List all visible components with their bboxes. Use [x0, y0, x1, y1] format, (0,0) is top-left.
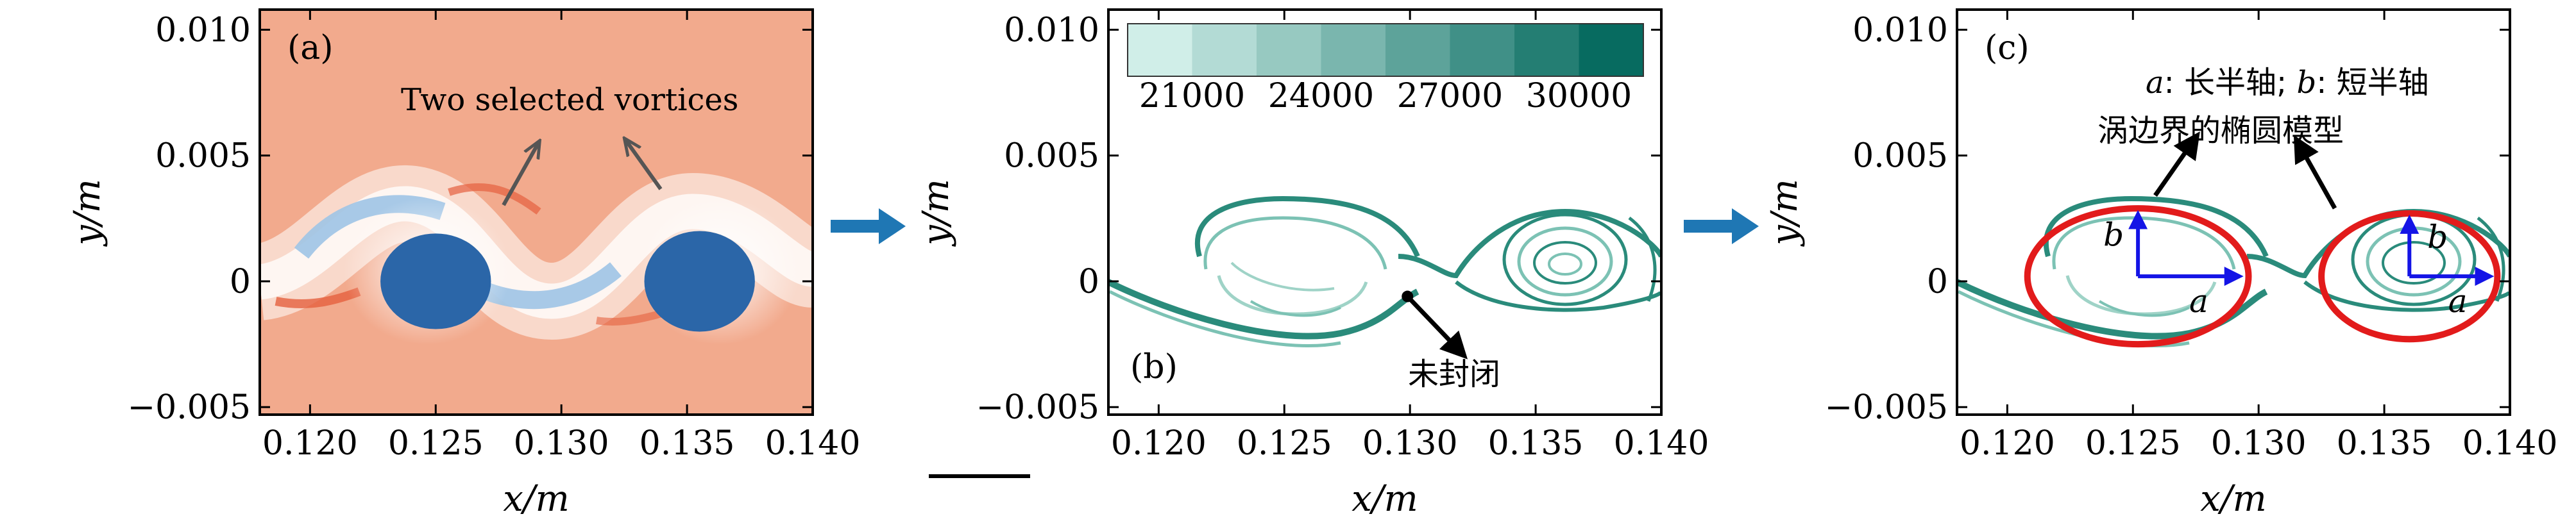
panel-c-label: (c)	[1985, 29, 2029, 67]
semi-major-axis-label: a	[2448, 283, 2468, 320]
legend-b-symbol: b	[2297, 65, 2317, 101]
x-tick-label: 0.125	[1237, 424, 1332, 463]
panel-b: 0.120 0.125 0.130 0.135 0.140 0.010 0.005 0 −0.0…	[915, 8, 1709, 520]
panel-a-field	[260, 10, 813, 415]
panel-b-frame	[1107, 8, 1663, 416]
x-tick-label: 0.135	[1488, 424, 1584, 463]
panel-c-legend: a: 长半轴; b: 短半轴	[2146, 65, 2429, 101]
annotation-arrow-right	[625, 140, 663, 190]
flow-arrow-a-to-b	[831, 208, 906, 244]
panel-b-annotation-marker	[1402, 290, 1468, 360]
y-tick-label: 0	[1927, 263, 1948, 301]
colorbar-segment	[1450, 24, 1515, 76]
colorbar-segment	[1514, 24, 1579, 76]
y-axis-label: y/m	[67, 179, 108, 247]
colorbar-segment	[1579, 24, 1644, 76]
y-tick-label: 0	[230, 263, 251, 301]
colorbar-tick-label: 24000	[1268, 77, 1374, 115]
x-tick-label: 0.130	[1362, 424, 1458, 463]
colorbar-tick-label: 30000	[1526, 77, 1632, 115]
x-axis-label: x/m	[2200, 478, 2267, 520]
y-axis-label: y/m	[1764, 179, 1806, 247]
vortex-core	[644, 231, 755, 332]
colorbar-tick-label: 27000	[1397, 77, 1503, 115]
panel-b-contours	[1108, 195, 1661, 348]
x-tick-label: 0.125	[2085, 424, 2181, 463]
x-tick-label: 0.135	[640, 424, 735, 463]
vortex-core	[380, 233, 491, 329]
x-tick-label: 0.140	[1614, 424, 1709, 463]
colorbar: 21000 24000 27000 30000	[1127, 23, 1644, 115]
x-axis-label: x/m	[1352, 478, 1418, 520]
panel-b-annotation: 未封闭	[1408, 356, 1500, 392]
panel-a: 0.120 0.125 0.130 0.135 0.140 0.010 0.005 0 −0.0…	[67, 8, 860, 520]
colorbar-segment	[1257, 24, 1321, 76]
y-tick-label: 0.005	[1852, 137, 1948, 176]
colorbar-tick-label: 21000	[1139, 77, 1245, 115]
semi-minor-axis-label: b	[2427, 219, 2448, 256]
ellipse-model	[2318, 210, 2501, 343]
colorbar-frame	[1127, 23, 1644, 77]
ellipse-model	[2024, 205, 2252, 348]
y-tick-label: 0.005	[1004, 137, 1099, 176]
x-tick-label: 0.140	[765, 424, 861, 463]
legend-a-text: : 长半轴;	[2164, 65, 2297, 101]
ellipse-arrow-left	[2153, 131, 2200, 197]
colorbar-segment	[1128, 24, 1192, 76]
x-tick-label: 0.140	[2462, 424, 2558, 463]
x-tick-label: 0.130	[2211, 424, 2307, 463]
x-tick-label: 0.135	[2337, 424, 2432, 463]
colorbar-segment	[1385, 24, 1450, 76]
y-tick-label: 0.010	[1852, 11, 1948, 49]
x-tick-label: 0.125	[388, 424, 484, 463]
annotation-arrow-left	[502, 142, 539, 206]
colorbar-segment	[1321, 24, 1386, 76]
legend-b-text: : 短半轴	[2316, 65, 2428, 101]
panel-b-label: (b)	[1130, 348, 1178, 386]
x-tick-label: 0.120	[1960, 424, 2055, 463]
x-tick-label: 0.120	[1111, 424, 1207, 463]
panel-a-annotation: Two selected vortices	[401, 82, 738, 118]
annotation-arrow	[1405, 295, 1468, 360]
flow-arrow-b-to-c	[1684, 208, 1759, 244]
panel-c-annotation: 涡边界的椭圆模型	[2097, 113, 2344, 149]
panel-c-frame	[1956, 8, 2511, 416]
y-tick-label: 0.010	[155, 11, 251, 49]
x-tick-label: 0.130	[514, 424, 609, 463]
panel-a-frame	[258, 8, 814, 416]
x-axis-label: x/m	[503, 478, 570, 520]
y-tick-label: −0.005	[976, 388, 1099, 427]
colorbar-segment	[1192, 24, 1257, 76]
y-tick-label: 0.010	[1004, 11, 1099, 49]
panel-a-ticks: 0.120 0.125 0.130 0.135 0.140 0.010 0.005 0 −0.0…	[67, 10, 860, 520]
y-tick-label: −0.005	[128, 388, 251, 427]
legend-a-symbol: a	[2146, 65, 2164, 101]
y-tick-label: 0.005	[155, 137, 251, 176]
x-tick-label: 0.120	[262, 424, 358, 463]
semi-minor-axis-label: b	[2103, 216, 2124, 253]
y-tick-label: −0.005	[1825, 388, 1948, 427]
panel-c-ticks: 0.120 0.125 0.130 0.135 0.140 0.010 0.005 0 −0.0…	[1764, 10, 2557, 520]
semi-major-axis-label: a	[2189, 283, 2208, 320]
ellipse-arrow-right	[2293, 135, 2337, 210]
panel-b-ticks: 0.120 0.125 0.130 0.135 0.140 0.010 0.005 0 −0.0…	[915, 10, 1709, 520]
y-axis-label: y/m	[915, 179, 957, 247]
y-tick-label: 0	[1078, 263, 1099, 301]
panel-a-label: (a)	[287, 29, 334, 67]
vortex-cores	[380, 231, 755, 332]
